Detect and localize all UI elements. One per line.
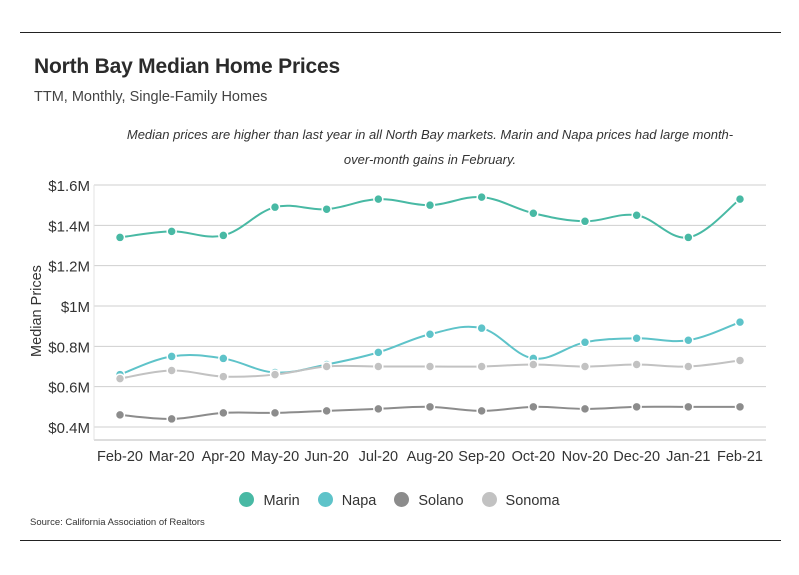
data-point — [269, 407, 281, 419]
data-point — [579, 216, 591, 227]
series-marin — [114, 191, 746, 243]
data-point — [166, 226, 177, 237]
y-tick-label: $0.8M — [48, 339, 90, 356]
data-point — [631, 401, 642, 413]
data-point — [269, 201, 281, 213]
data-point — [734, 355, 746, 366]
data-point — [631, 359, 642, 370]
x-tick-label: Mar-20 — [149, 449, 195, 465]
legend-item-napa: Napa — [317, 492, 377, 509]
x-tick-labels: Feb-20 Mar-20 Apr-20 May-20 Jun-20 Jul-20 Aug-… — [97, 449, 763, 465]
legend-swatch — [317, 492, 333, 507]
y-tick-label: $1M — [61, 299, 90, 316]
x-tick-label: Sep-20 — [458, 449, 505, 465]
data-point — [218, 353, 229, 364]
source-note: Source: California Association of Realto… — [30, 517, 205, 528]
x-tick-label: Nov-20 — [562, 449, 609, 465]
data-point — [166, 351, 177, 362]
legend-swatch — [481, 492, 497, 507]
x-tick-label: Feb-21 — [717, 449, 763, 465]
data-point — [114, 373, 126, 384]
chart-subtitle: TTM, Monthly, Single-Family Homes — [34, 89, 268, 105]
y-tick-label: $0.6M — [48, 380, 90, 397]
y-tick-label: $1.4M — [48, 218, 90, 235]
data-point — [734, 401, 746, 413]
series-solano — [114, 401, 746, 425]
data-point — [683, 335, 694, 346]
data-point — [528, 359, 539, 370]
x-tick-label: Aug-20 — [407, 449, 454, 465]
data-point — [424, 361, 436, 372]
data-point — [476, 405, 487, 417]
series-sonoma — [114, 355, 746, 384]
data-point — [476, 361, 487, 372]
legend-item-sonoma: Sonoma — [481, 492, 560, 509]
series-lines — [114, 191, 746, 425]
legend-label: Napa — [341, 493, 377, 509]
data-point — [218, 407, 229, 419]
data-point — [218, 371, 229, 382]
data-point — [528, 401, 539, 413]
data-point — [373, 403, 384, 415]
data-point — [424, 199, 436, 211]
data-point — [321, 405, 332, 417]
data-point — [373, 193, 384, 205]
bottom-rule — [20, 540, 781, 541]
x-tick-label: Jan-21 — [666, 449, 710, 465]
x-tick-label: Feb-20 — [97, 449, 143, 465]
legend-label: Sonoma — [505, 493, 560, 509]
y-tick-label: $1.6M — [48, 178, 90, 195]
data-point — [734, 193, 746, 205]
y-tick-label: $0.4M — [48, 420, 90, 437]
x-tick-label: May-20 — [251, 449, 299, 465]
data-point — [321, 203, 332, 215]
x-tick-label: Apr-20 — [202, 449, 246, 465]
chart-title: North Bay Median Home Prices — [34, 55, 340, 78]
legend-label: Solano — [418, 493, 464, 509]
legend: Marin Napa Solano Sonoma — [0, 492, 799, 509]
x-tick-label: Dec-20 — [613, 449, 660, 465]
data-point — [321, 361, 332, 372]
data-point — [631, 333, 642, 344]
data-point — [579, 337, 591, 348]
x-tick-label: Jun-20 — [304, 449, 348, 465]
data-point — [734, 316, 746, 328]
data-point — [373, 361, 384, 372]
data-point — [424, 328, 436, 340]
legend-swatch — [394, 492, 410, 507]
legend-label: Marin — [263, 493, 300, 509]
data-point — [218, 230, 229, 241]
legend-item-marin: Marin — [239, 492, 300, 509]
data-point — [114, 409, 126, 421]
y-axis-label: Median Prices — [29, 265, 45, 357]
data-point — [683, 232, 694, 243]
data-point — [373, 347, 384, 358]
legend-swatch — [239, 492, 255, 507]
data-point — [631, 210, 642, 221]
y-tick-label: $1.2M — [48, 259, 90, 276]
x-tick-label: Jul-20 — [359, 449, 399, 465]
data-point — [579, 403, 591, 415]
grid-lines — [93, 184, 766, 441]
top-rule — [20, 32, 781, 33]
data-point — [683, 401, 694, 413]
x-tick-label: Oct-20 — [512, 449, 556, 465]
data-point — [476, 322, 487, 334]
data-point — [269, 369, 281, 380]
data-point — [114, 232, 126, 243]
data-point — [579, 361, 591, 372]
data-point — [683, 361, 694, 372]
data-point — [528, 207, 539, 219]
y-tick-labels: $0.4M $0.6M $0.8M $1M $1.2M $1.4M $1.6M — [48, 178, 90, 437]
data-point — [476, 191, 487, 203]
legend-item-solano: Solano — [394, 492, 464, 509]
data-point — [166, 365, 177, 376]
data-point — [166, 413, 177, 425]
data-point — [424, 401, 436, 413]
chart-annotation: Median prices are higher than last year … — [126, 127, 734, 167]
